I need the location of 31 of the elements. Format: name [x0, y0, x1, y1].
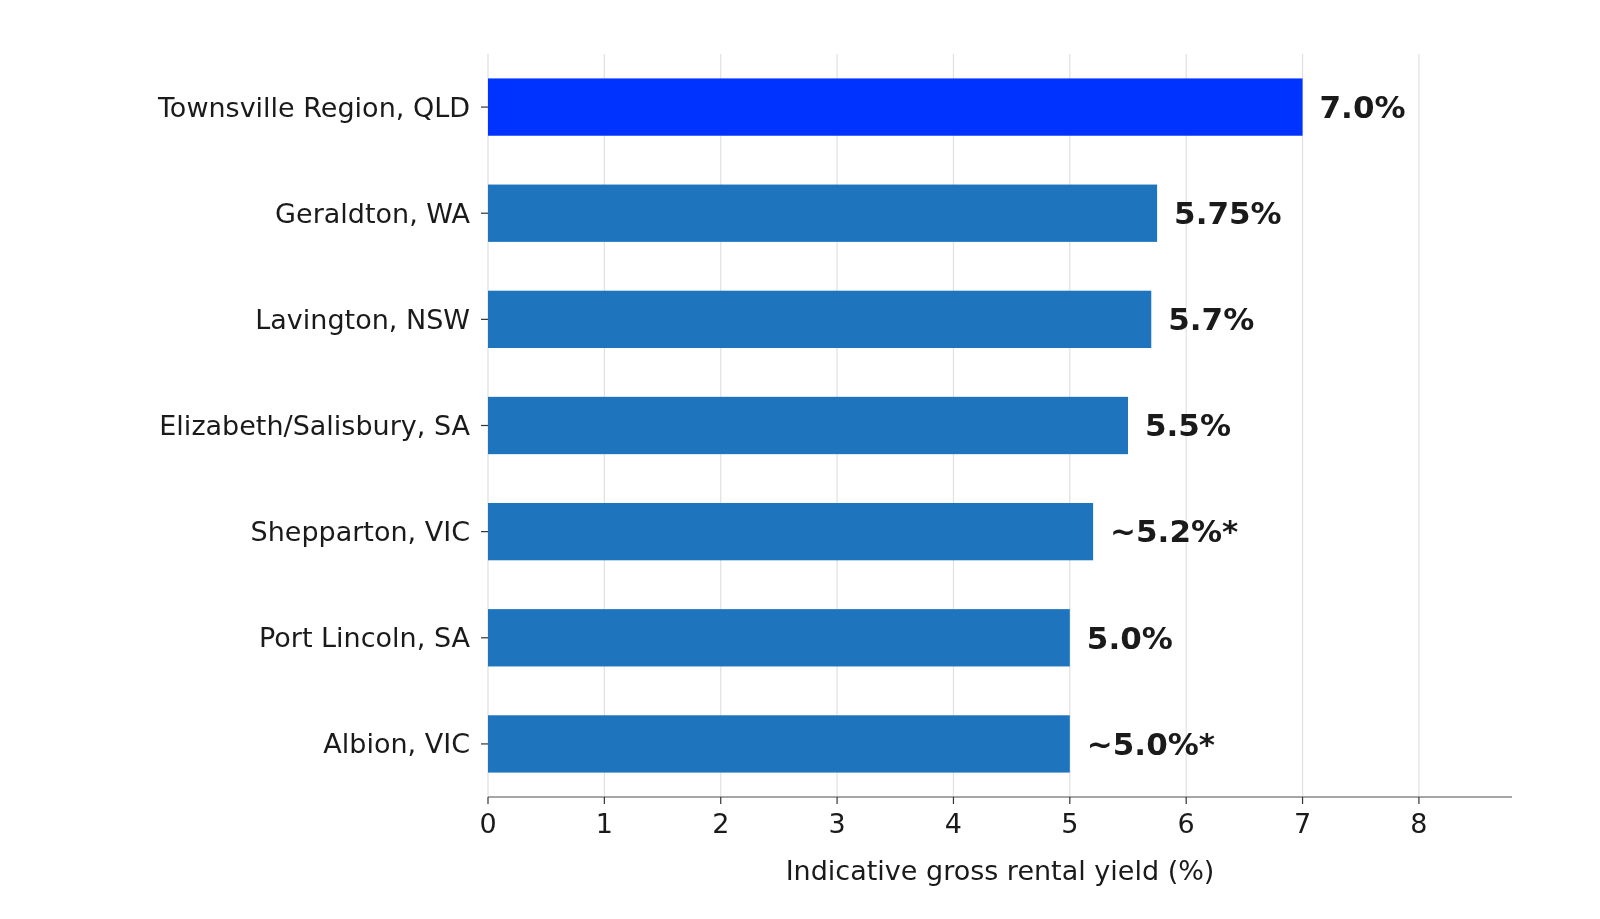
x-tick-label: 8 — [1410, 808, 1428, 839]
data-label: ~5.0%* — [1086, 725, 1215, 762]
y-tick-label: Albion, VIC — [323, 728, 470, 760]
bar — [488, 609, 1070, 667]
data-label: 5.75% — [1174, 195, 1282, 232]
bar — [488, 290, 1152, 349]
x-tick-label: 5 — [1061, 808, 1079, 839]
bar — [488, 78, 1303, 136]
x-tick-label: 0 — [479, 808, 497, 839]
x-tick-label: 2 — [712, 808, 730, 839]
y-tick-label: Shepparton, VIC — [250, 516, 470, 548]
y-tick-label: Port Lincoln, SA — [258, 622, 471, 654]
data-label: 7.0% — [1319, 88, 1406, 125]
x-tick-label: 1 — [595, 808, 613, 839]
x-tick-label: 7 — [1293, 808, 1312, 839]
x-tick-label: 6 — [1177, 808, 1195, 839]
y-tick-label: Lavington, NSW — [255, 303, 470, 335]
y-tick-label: Elizabeth/Salisbury, SA — [159, 409, 471, 441]
x-tick-label: 3 — [828, 808, 846, 839]
data-label: 5.0% — [1086, 619, 1173, 656]
data-label: ~5.2%* — [1110, 513, 1239, 550]
bar — [488, 715, 1070, 773]
bar — [488, 184, 1158, 242]
bar — [488, 396, 1128, 455]
bar — [488, 502, 1094, 561]
y-tick-label: Townsville Region, QLD — [156, 91, 470, 123]
data-label: 5.7% — [1168, 301, 1255, 338]
y-tick-label: Geraldton, WA — [275, 197, 471, 229]
x-axis-title: Indicative gross rental yield (%) — [785, 855, 1215, 886]
data-label: 5.5% — [1145, 407, 1231, 444]
x-tick-label: 4 — [944, 808, 963, 839]
